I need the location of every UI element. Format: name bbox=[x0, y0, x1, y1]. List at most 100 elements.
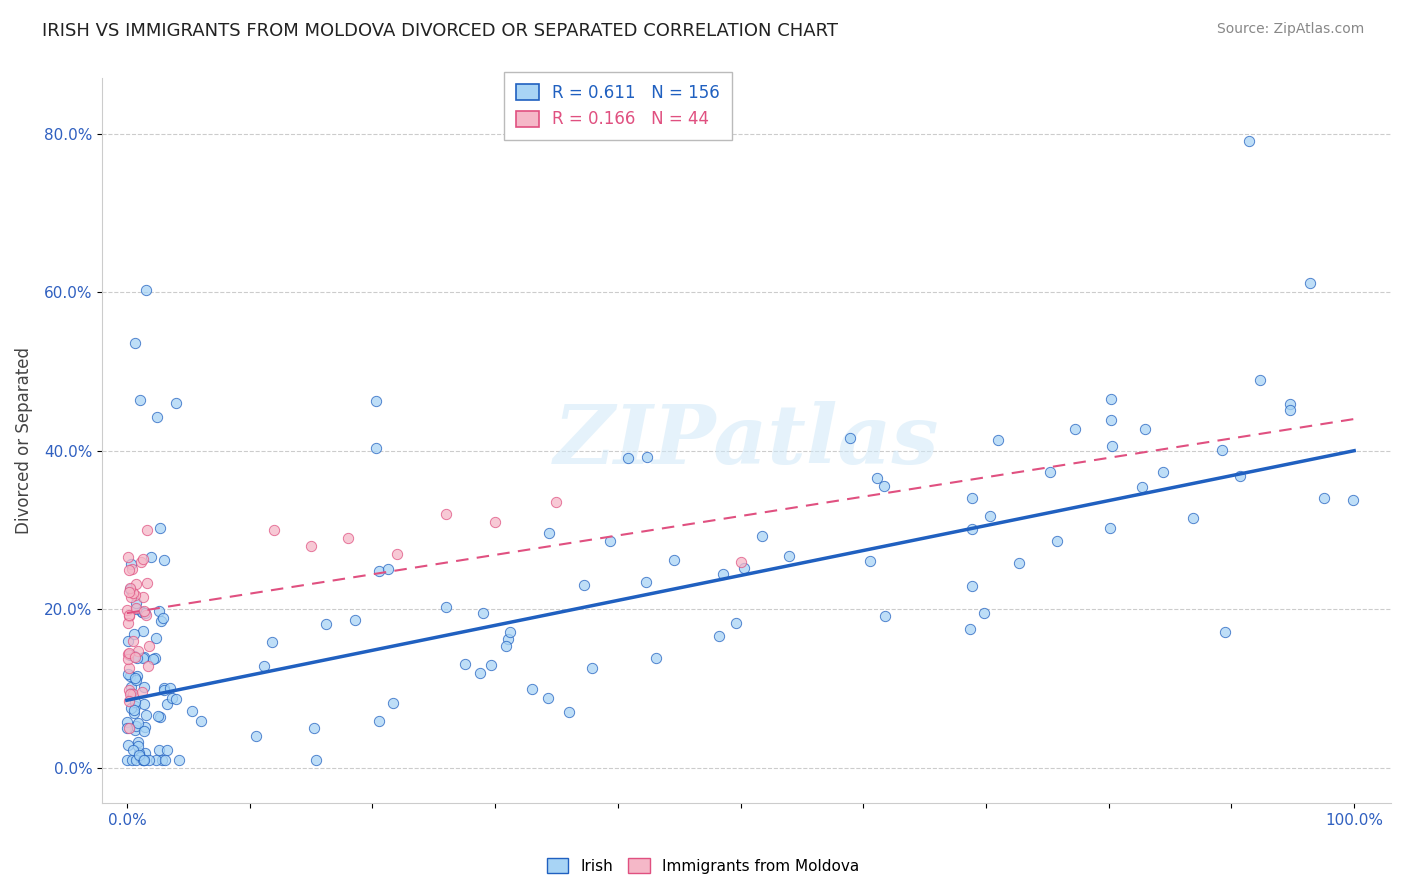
Point bbox=[117, 615, 139, 630]
Point bbox=[724, 615, 747, 630]
Point bbox=[120, 701, 142, 715]
Point bbox=[136, 659, 159, 673]
Point bbox=[733, 561, 755, 575]
Point bbox=[149, 521, 172, 535]
Point bbox=[121, 586, 143, 600]
Point bbox=[129, 555, 152, 569]
Point bbox=[128, 392, 150, 407]
Text: ZIPatlas: ZIPatlas bbox=[554, 401, 939, 481]
Point bbox=[118, 648, 141, 663]
Point bbox=[124, 671, 146, 685]
Point bbox=[150, 753, 173, 767]
Point bbox=[121, 562, 143, 576]
Point bbox=[118, 585, 141, 599]
Point bbox=[160, 690, 183, 705]
Point bbox=[537, 690, 560, 705]
Point bbox=[366, 393, 388, 408]
Point bbox=[132, 651, 155, 665]
Point bbox=[960, 491, 983, 506]
Point bbox=[132, 753, 155, 767]
Point bbox=[751, 529, 773, 543]
Point bbox=[132, 552, 155, 566]
Point bbox=[1039, 466, 1062, 480]
Point bbox=[118, 693, 141, 707]
Point bbox=[120, 582, 142, 596]
Point bbox=[124, 698, 146, 713]
Point bbox=[190, 714, 212, 728]
Point bbox=[1064, 422, 1087, 436]
Point bbox=[305, 753, 328, 767]
Point bbox=[117, 667, 139, 681]
Point bbox=[156, 697, 179, 711]
Point bbox=[1213, 625, 1236, 640]
Point bbox=[135, 524, 157, 538]
Point bbox=[520, 681, 543, 696]
Point bbox=[132, 590, 155, 604]
Point bbox=[153, 682, 176, 697]
Point bbox=[1249, 373, 1271, 387]
Point bbox=[377, 562, 399, 576]
Point bbox=[572, 578, 595, 592]
Point bbox=[117, 715, 139, 730]
Point bbox=[366, 441, 388, 455]
Point bbox=[1130, 479, 1153, 493]
Point bbox=[115, 603, 138, 617]
Point bbox=[1099, 521, 1122, 535]
Point bbox=[385, 547, 408, 561]
Point bbox=[153, 753, 176, 767]
Point bbox=[142, 652, 165, 666]
Point bbox=[128, 748, 150, 763]
Point bbox=[127, 739, 149, 753]
Point bbox=[122, 649, 145, 664]
Point bbox=[143, 651, 166, 665]
Point bbox=[115, 721, 138, 735]
Point bbox=[599, 533, 621, 548]
Point bbox=[484, 515, 506, 529]
Point bbox=[139, 550, 162, 565]
Point bbox=[165, 692, 187, 706]
Point bbox=[122, 743, 145, 757]
Point bbox=[125, 602, 148, 616]
Point bbox=[124, 723, 146, 737]
Point bbox=[1181, 511, 1204, 525]
Point bbox=[145, 410, 167, 425]
Point bbox=[127, 734, 149, 748]
Point bbox=[960, 522, 983, 536]
Point bbox=[124, 673, 146, 688]
Point bbox=[368, 564, 391, 578]
Point bbox=[118, 668, 141, 682]
Point bbox=[468, 665, 491, 680]
Point bbox=[167, 753, 190, 767]
Point bbox=[152, 553, 174, 567]
Point bbox=[159, 681, 181, 695]
Point bbox=[122, 706, 145, 720]
Point bbox=[122, 702, 145, 716]
Point bbox=[662, 553, 685, 567]
Point bbox=[125, 753, 148, 767]
Point bbox=[165, 396, 187, 410]
Point bbox=[1229, 468, 1251, 483]
Text: IRISH VS IMMIGRANTS FROM MOLDOVA DIVORCED OR SEPARATED CORRELATION CHART: IRISH VS IMMIGRANTS FROM MOLDOVA DIVORCE… bbox=[42, 22, 838, 40]
Point bbox=[1298, 276, 1320, 290]
Point bbox=[135, 708, 157, 723]
Point bbox=[132, 753, 155, 767]
Point bbox=[132, 604, 155, 618]
Point bbox=[132, 753, 155, 767]
Point bbox=[135, 283, 157, 297]
Point bbox=[124, 695, 146, 709]
Point bbox=[636, 575, 658, 590]
Point bbox=[117, 634, 139, 648]
Point bbox=[149, 710, 172, 724]
Point bbox=[336, 531, 359, 545]
Point bbox=[120, 687, 142, 701]
Point bbox=[1313, 491, 1336, 506]
Text: Source: ZipAtlas.com: Source: ZipAtlas.com bbox=[1216, 22, 1364, 37]
Point bbox=[131, 605, 153, 619]
Point bbox=[496, 632, 519, 646]
Point bbox=[537, 525, 560, 540]
Point bbox=[315, 616, 337, 631]
Point bbox=[118, 661, 141, 675]
Point bbox=[124, 336, 146, 351]
Point bbox=[124, 649, 146, 664]
Point bbox=[495, 640, 517, 654]
